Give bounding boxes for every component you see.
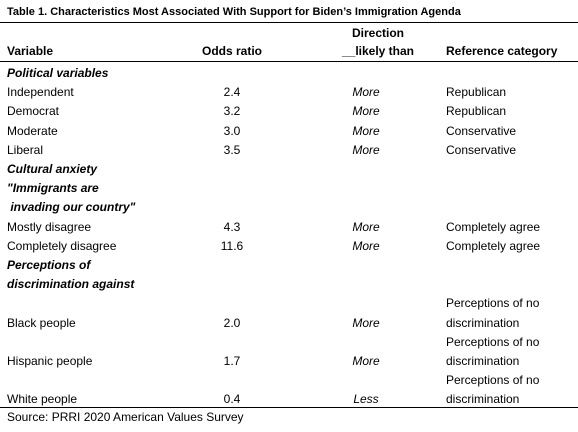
odds-ratio: 4.3	[223, 219, 241, 234]
section-label: invading our country"	[7, 200, 136, 215]
section-label: discrimination against	[7, 277, 135, 292]
direction: More	[352, 85, 380, 100]
variable: Independent	[7, 85, 74, 100]
variable: Moderate	[7, 123, 58, 138]
header-reference: Reference category	[446, 44, 558, 58]
direction: More	[352, 123, 380, 138]
rule	[0, 407, 578, 408]
reference-category: Completely agree	[446, 238, 541, 253]
variable: Completely disagree	[7, 238, 117, 253]
rule	[0, 61, 578, 62]
reference-category: discrimination	[446, 354, 520, 368]
variable: Black people	[7, 315, 76, 330]
odds-ratio: 2.0	[223, 315, 241, 330]
header-direction: __likely than	[341, 44, 415, 58]
source: Source: PRRI 2020 American Values Survey	[7, 410, 244, 424]
odds-ratio: 3.2	[223, 104, 241, 119]
direction: More	[352, 315, 380, 330]
header-odds-ratio: Odds ratio	[201, 44, 263, 58]
reference-category: Perceptions of no	[446, 373, 540, 388]
odds-ratio: 2.4	[223, 85, 241, 100]
reference-category: Conservative	[446, 123, 517, 138]
direction: More	[352, 104, 380, 119]
reference-category: Republican	[446, 85, 507, 100]
direction: More	[352, 219, 380, 234]
direction: Less	[353, 392, 379, 407]
variable: Hispanic people	[7, 354, 93, 368]
odds-ratio: 3.5	[223, 142, 241, 157]
odds-ratio: 3.0	[223, 123, 241, 138]
table-title: Table 1. Characteristics Most Associated…	[7, 6, 461, 18]
reference-category: Completely agree	[446, 219, 541, 234]
section-label: "Immigrants are	[7, 181, 99, 196]
reference-category: Perceptions of no	[446, 334, 540, 349]
reference-category: Republican	[446, 104, 507, 119]
odds-ratio: 1.7	[223, 354, 241, 368]
reference-category: discrimination	[446, 392, 520, 407]
header-direction: Direction	[351, 26, 405, 40]
rule	[0, 22, 578, 23]
header-variable: Variable	[7, 44, 54, 58]
reference-category: discrimination	[446, 315, 520, 330]
direction: More	[352, 238, 380, 253]
direction: More	[352, 354, 380, 368]
variable: White people	[7, 392, 78, 407]
section-label: Cultural anxiety	[7, 162, 98, 176]
reference-category: Perceptions of no	[446, 296, 540, 311]
reference-category: Conservative	[446, 142, 517, 157]
odds-ratio: 11.6	[220, 238, 244, 253]
odds-ratio: 0.4	[223, 392, 241, 407]
direction: More	[352, 142, 380, 157]
section-label: Political variables	[7, 66, 109, 80]
variable: Mostly disagree	[7, 219, 92, 234]
variable: Democrat	[7, 104, 60, 119]
variable: Liberal	[7, 142, 44, 157]
section-label: Perceptions of	[7, 258, 91, 272]
